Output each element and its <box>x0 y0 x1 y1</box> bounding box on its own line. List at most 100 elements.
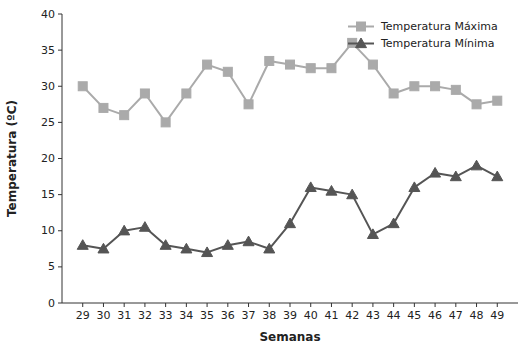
x-tick-label: 43 <box>366 309 380 322</box>
x-tick-label: 46 <box>428 309 442 322</box>
point <box>306 64 315 73</box>
point <box>139 222 150 232</box>
x-tick-label: 31 <box>117 309 131 322</box>
x-tick <box>227 303 228 307</box>
legend-label: Temperatura Máxima <box>380 20 498 33</box>
y-axis-label: Temperatura (ºC) <box>5 100 19 217</box>
x-tick <box>290 303 291 307</box>
point <box>367 229 378 239</box>
point <box>119 225 130 235</box>
point <box>410 82 419 91</box>
x-tick-label: 44 <box>387 309 401 322</box>
point <box>77 240 88 250</box>
x-tick-label: 49 <box>490 309 504 322</box>
x-axis: 2930313233343536373839404142434445464748… <box>62 303 518 322</box>
point <box>265 56 274 65</box>
x-tick-label: 34 <box>179 309 193 322</box>
point <box>285 218 296 228</box>
y-tick-label: 30 <box>41 80 55 93</box>
x-tick-label: 38 <box>262 309 276 322</box>
x-tick <box>435 303 436 307</box>
x-tick <box>455 303 456 307</box>
x-tick-label: 40 <box>304 309 318 322</box>
y-tick <box>58 122 62 123</box>
point <box>305 182 316 192</box>
x-tick-label: 41 <box>324 309 338 322</box>
y-tick <box>58 194 62 195</box>
x-axis-label: Semanas <box>259 330 320 344</box>
point <box>286 60 295 69</box>
x-tick-label: 30 <box>96 309 110 322</box>
point <box>492 171 503 181</box>
point <box>450 171 461 181</box>
y-tick <box>58 14 62 15</box>
series-line <box>83 43 498 122</box>
series <box>77 160 503 256</box>
y-tick-label: 25 <box>41 116 55 129</box>
point <box>472 100 481 109</box>
x-tick <box>352 303 353 307</box>
y-tick-label: 40 <box>41 8 55 21</box>
y-tick <box>58 50 62 51</box>
point <box>326 186 337 196</box>
x-tick-label: 35 <box>200 309 214 322</box>
y-tick <box>58 266 62 267</box>
x-tick <box>207 303 208 307</box>
y-tick-label: 35 <box>41 44 55 57</box>
point <box>493 96 502 105</box>
point <box>327 64 336 73</box>
x-tick <box>269 303 270 307</box>
x-tick <box>310 303 311 307</box>
y-tick <box>58 230 62 231</box>
x-tick <box>82 303 83 307</box>
y-tick-label: 5 <box>48 260 55 273</box>
y-tick-label: 20 <box>41 152 55 165</box>
x-tick <box>497 303 498 307</box>
x-tick-label: 48 <box>470 309 484 322</box>
point <box>223 67 232 76</box>
point <box>431 82 440 91</box>
point <box>140 89 149 98</box>
point <box>368 60 377 69</box>
legend-marker <box>356 38 367 48</box>
y-tick <box>58 303 62 304</box>
y-axis: 0510152025303540 <box>41 8 62 310</box>
x-tick <box>331 303 332 307</box>
x-tick <box>248 303 249 307</box>
point <box>471 160 482 170</box>
point <box>120 111 129 120</box>
x-tick <box>144 303 145 307</box>
point <box>203 60 212 69</box>
series <box>78 38 502 126</box>
point <box>99 103 108 112</box>
x-tick-label: 37 <box>242 309 256 322</box>
x-tick-label: 36 <box>221 309 235 322</box>
x-tick-label: 33 <box>159 309 173 322</box>
x-tick-label: 42 <box>345 309 359 322</box>
legend-marker <box>357 22 366 31</box>
x-tick-label: 47 <box>449 309 463 322</box>
point <box>409 182 420 192</box>
y-tick-label: 10 <box>41 224 55 237</box>
point <box>202 247 213 257</box>
y-tick-label: 15 <box>41 188 55 201</box>
point <box>222 240 233 250</box>
x-tick-label: 39 <box>283 309 297 322</box>
x-tick <box>476 303 477 307</box>
chart: 0510152025303540293031323334353637383940… <box>0 0 532 349</box>
point <box>244 100 253 109</box>
x-tick <box>393 303 394 307</box>
point <box>161 118 170 127</box>
x-tick <box>372 303 373 307</box>
x-tick-label: 29 <box>76 309 90 322</box>
point <box>181 243 192 253</box>
plot-area <box>77 38 503 256</box>
y-tick <box>58 158 62 159</box>
legend: Temperatura Máxima Temperatura Mínima <box>348 20 498 50</box>
point <box>430 167 441 177</box>
point <box>98 243 109 253</box>
legend-label: Temperatura Mínima <box>380 37 494 50</box>
point <box>78 82 87 91</box>
point <box>347 189 358 199</box>
point <box>451 85 460 94</box>
